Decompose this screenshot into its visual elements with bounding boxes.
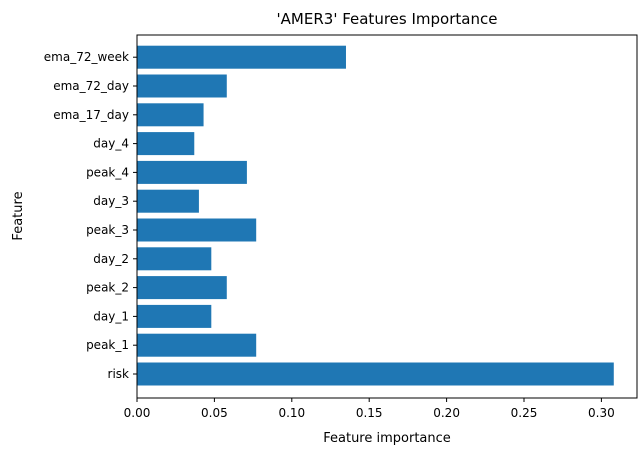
bar-peak-1 bbox=[137, 333, 257, 357]
bar-peak-2 bbox=[137, 276, 227, 300]
y-tick-label: ema_72_day bbox=[53, 79, 129, 93]
axes-frame bbox=[136, 34, 638, 399]
y-tick-label: ema_72_week bbox=[44, 50, 129, 64]
bars-group bbox=[137, 45, 614, 386]
y-tick-label: peak_3 bbox=[86, 223, 129, 237]
y-axis-label: Feature bbox=[11, 191, 26, 240]
bar-peak-3 bbox=[137, 218, 257, 242]
chart-title: 'AMER3' Features Importance bbox=[277, 10, 498, 28]
bar-ema-72-week bbox=[137, 45, 346, 69]
y-ticks-group: risk peak_1 day_1 peak_2 day_2 peak_3 day_3 pea… bbox=[44, 50, 137, 381]
bar-day-2 bbox=[137, 247, 212, 271]
y-tick-label: day_3 bbox=[93, 194, 129, 208]
x-tick-label: 0.30 bbox=[588, 406, 615, 420]
bar-day-3 bbox=[137, 189, 199, 213]
y-tick-label: day_2 bbox=[93, 252, 129, 266]
y-tick-label: day_4 bbox=[93, 137, 129, 151]
bar-ema-72-day bbox=[137, 74, 227, 98]
y-tick-label: peak_1 bbox=[86, 338, 129, 352]
bar-peak-4 bbox=[137, 160, 247, 184]
y-tick-label: ema_17_day bbox=[53, 108, 129, 122]
y-tick-label: peak_2 bbox=[86, 281, 129, 295]
x-tick-label: 0.00 bbox=[124, 406, 151, 420]
x-axis-label: Feature importance bbox=[323, 431, 451, 446]
y-tick-label: day_1 bbox=[93, 309, 129, 323]
x-tick-label: 0.10 bbox=[278, 406, 305, 420]
y-tick-label: peak_4 bbox=[86, 165, 129, 179]
x-tick-label: 0.15 bbox=[356, 406, 383, 420]
bar-risk bbox=[137, 362, 614, 386]
bar-ema-17-day bbox=[137, 103, 204, 127]
bar-day-1 bbox=[137, 304, 212, 328]
x-ticks-group: 0.00 0.05 0.10 0.15 0.20 0.25 0.30 bbox=[124, 398, 615, 420]
x-tick-label: 0.20 bbox=[433, 406, 460, 420]
y-tick-label: risk bbox=[108, 367, 130, 381]
x-tick-label: 0.05 bbox=[201, 406, 228, 420]
x-tick-label: 0.25 bbox=[511, 406, 538, 420]
bar-day-4 bbox=[137, 132, 195, 156]
